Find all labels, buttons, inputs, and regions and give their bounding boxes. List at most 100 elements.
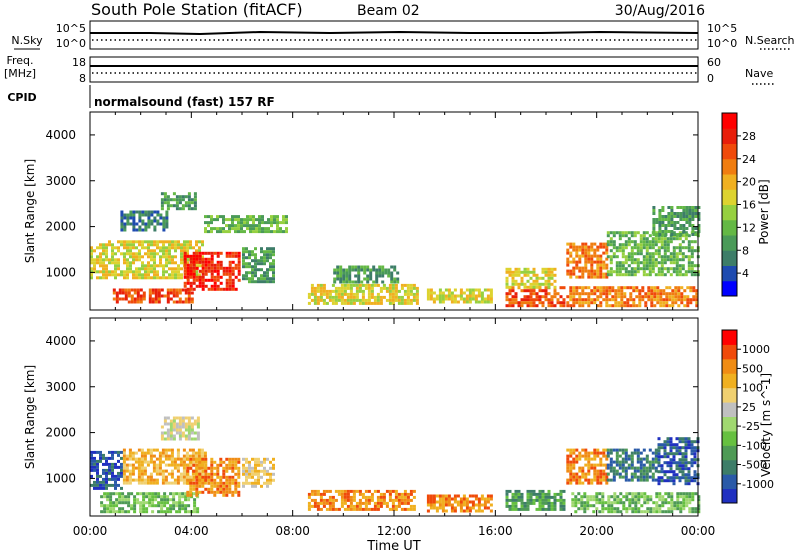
power-cell (231, 272, 235, 276)
velocity-cell (228, 475, 232, 479)
velocity-cell (155, 466, 159, 470)
power-cell (396, 271, 400, 275)
power-cell (272, 277, 275, 281)
velocity-cell (245, 460, 248, 464)
power-cell (150, 240, 153, 244)
velocity-cell (133, 498, 137, 502)
velocity-cell (346, 504, 350, 508)
power-cell (361, 283, 365, 287)
power-cell (438, 300, 442, 304)
power-cell (651, 261, 655, 265)
velocity-cell (569, 469, 573, 473)
power-cell (190, 300, 194, 304)
velocity-cell (337, 492, 341, 496)
velocity-cell (207, 472, 211, 476)
velocity-cell (678, 467, 682, 471)
power-cell (688, 218, 692, 221)
power-cell (165, 264, 168, 268)
velocity-cell (673, 504, 677, 508)
power-cell (638, 298, 642, 302)
power-cell (538, 285, 542, 289)
velocity-cell (99, 483, 102, 487)
power-cell (624, 270, 628, 274)
velocity-cell (607, 498, 611, 502)
velocity-cell (598, 501, 602, 505)
power-cell (581, 289, 585, 293)
power-cell (633, 270, 637, 274)
velocity-cell (149, 481, 153, 485)
velocity-cell (213, 466, 217, 470)
velocity-cell (245, 466, 248, 470)
velocity-cell (628, 504, 632, 508)
velocity-cell (655, 504, 659, 508)
power-cell (178, 291, 182, 295)
power-cell (682, 230, 686, 233)
power-cell (618, 270, 622, 274)
power-cell (307, 295, 311, 299)
velocity-cell (122, 457, 126, 461)
power-cell (156, 210, 160, 214)
power-cell (165, 252, 168, 256)
velocity-cell (170, 463, 174, 467)
velocity-cell (193, 492, 197, 496)
power-cell (378, 265, 382, 269)
velocity-cell (207, 478, 211, 482)
velocity-cell (660, 467, 664, 471)
power-cell (249, 230, 252, 234)
power-cell (636, 243, 640, 247)
power-cell (618, 243, 622, 247)
power-cell (142, 294, 146, 298)
velocity-cell (607, 501, 611, 505)
power-cell (645, 264, 649, 268)
velocity-cell (681, 440, 685, 444)
velocity-cell (325, 498, 329, 502)
velocity-cell (444, 509, 448, 513)
power-cell (246, 218, 249, 222)
power-cell (254, 259, 257, 263)
power-cell (587, 269, 591, 273)
power-cell (590, 269, 594, 273)
velocity-cell (593, 451, 597, 455)
power-cell (183, 269, 187, 273)
velocity-cell (172, 437, 176, 441)
power-cell (228, 254, 232, 258)
power-colorbar-swatch (722, 158, 737, 175)
power-cell (687, 255, 691, 259)
power-cell (541, 276, 545, 280)
power-cell (363, 271, 367, 275)
velocity-cell (593, 466, 597, 470)
power-cell (678, 237, 682, 241)
velocity-cell (676, 504, 680, 508)
velocity-cell (447, 494, 451, 498)
power-cell (679, 227, 683, 230)
power-cell (684, 255, 688, 259)
power-cell (596, 263, 600, 267)
velocity-cell (242, 457, 245, 461)
power-y-tick-label: 3000 (45, 174, 76, 188)
power-cell (175, 195, 179, 199)
velocity-cell (204, 463, 208, 467)
velocity-cell (194, 460, 198, 464)
power-cell (361, 295, 365, 299)
velocity-cell (127, 504, 131, 508)
velocity-cell (90, 468, 93, 472)
velocity-cell (102, 456, 105, 460)
power-cell (623, 286, 627, 290)
velocity-cell (657, 455, 661, 459)
power-cell (694, 206, 698, 209)
velocity-cell (429, 503, 433, 507)
power-cell (334, 289, 338, 293)
velocity-cell (182, 475, 186, 479)
power-cell (345, 271, 349, 275)
velocity-cell (134, 451, 138, 455)
power-cell (378, 271, 382, 275)
velocity-cell (483, 503, 487, 507)
power-cell (505, 304, 509, 308)
power-cell (612, 240, 616, 244)
power-cell (511, 289, 515, 293)
power-cell (611, 298, 615, 302)
velocity-cell (596, 463, 600, 467)
power-cell (659, 289, 663, 293)
power-cell (605, 248, 609, 252)
velocity-cell (655, 501, 659, 505)
